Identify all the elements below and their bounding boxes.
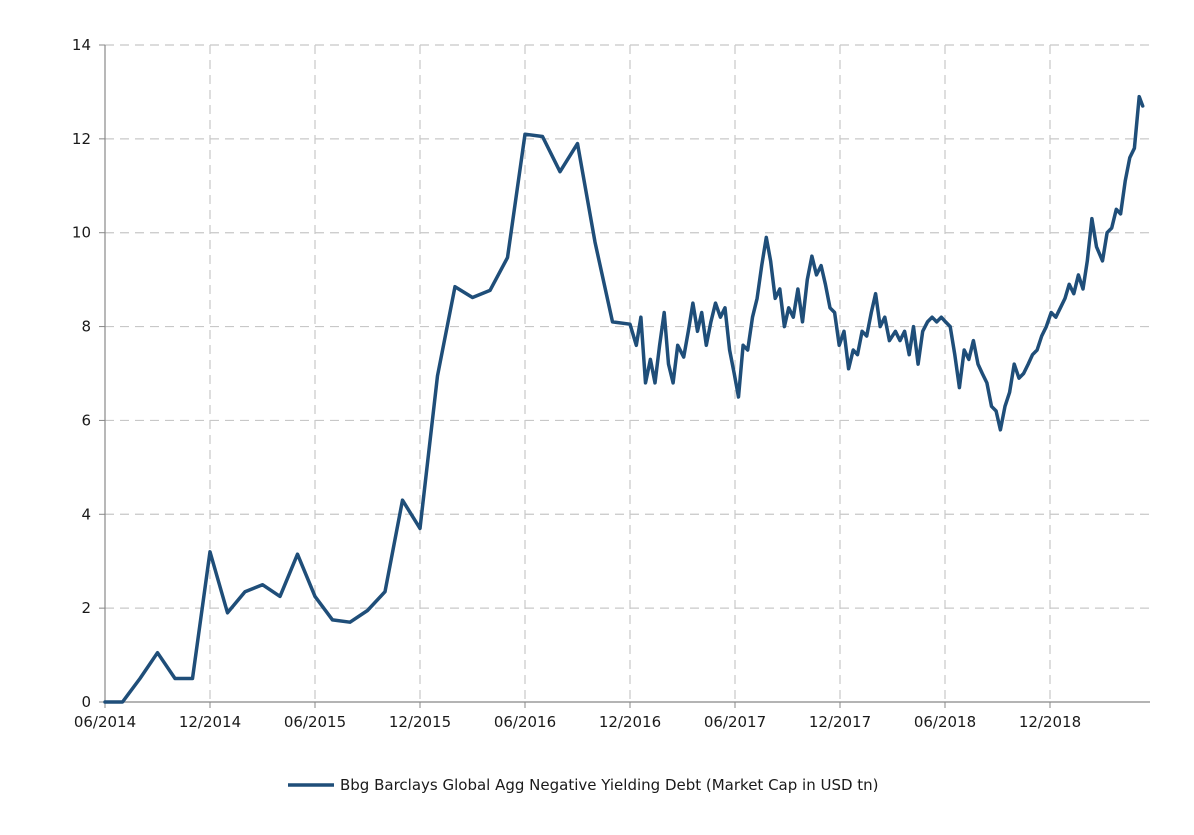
x-tick-label: 12/2014: [179, 713, 241, 731]
x-tick-label: 12/2016: [599, 713, 661, 731]
y-tick-label: 10: [72, 224, 91, 242]
x-tick-label: 06/2016: [494, 713, 556, 731]
y-tick-label: 6: [81, 411, 91, 429]
x-tick-label: 06/2018: [914, 713, 976, 731]
x-tick-label: 12/2015: [389, 713, 451, 731]
y-axis: 0 2 4 6 8 10 12 14: [72, 36, 105, 711]
y-tick-label: 8: [81, 318, 91, 336]
y-tick-label: 14: [72, 36, 91, 54]
y-tick-label: 12: [72, 130, 91, 148]
y-tick-label: 0: [81, 693, 91, 711]
x-tick-label: 06/2014: [74, 713, 136, 731]
y-tick-label: 4: [81, 505, 91, 523]
x-tick-label: 06/2017: [704, 713, 766, 731]
x-tick-label: 12/2018: [1019, 713, 1081, 731]
x-tick-label: 06/2015: [284, 713, 346, 731]
x-tick-label: 12/2017: [809, 713, 871, 731]
y-tick-label: 2: [81, 599, 91, 617]
legend-label: Bbg Barclays Global Agg Negative Yieldin…: [340, 776, 879, 794]
x-axis: 06/2014 12/2014 06/2015 12/2015 06/2016 12/20…: [74, 702, 1081, 731]
legend: Bbg Barclays Global Agg Negative Yieldin…: [288, 776, 879, 794]
series-line: [103, 94, 1145, 704]
grid: [105, 44, 1150, 702]
